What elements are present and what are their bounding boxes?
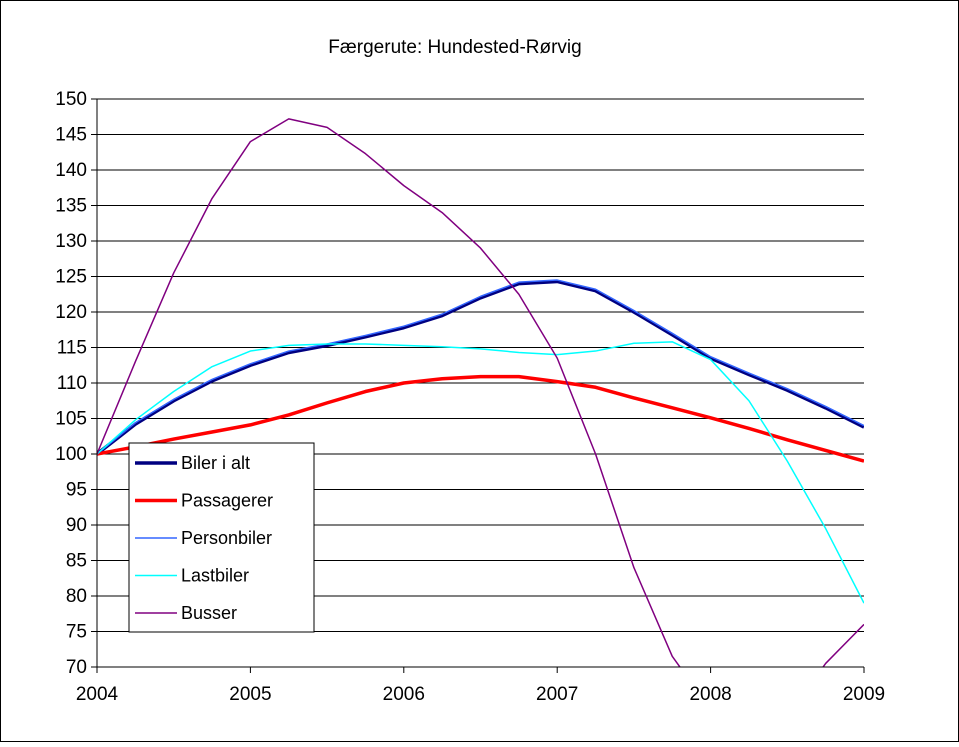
legend-label: Busser [181,603,237,623]
y-tick-label: 140 [55,160,87,181]
y-tick-label: 100 [55,444,87,465]
y-tick-label: 90 [66,515,87,536]
y-tick-label: 115 [57,338,87,359]
x-tick-label: 2005 [229,684,271,705]
legend-label: Personbiler [181,528,272,548]
y-tick-label: 70 [66,657,87,678]
y-tick-label: 130 [55,231,87,252]
y-tick-label: 120 [55,302,87,323]
plot [97,118,864,667]
series-line [97,279,864,456]
y-tick-label: 105 [55,409,87,430]
y-tick-label: 125 [55,267,87,288]
y-tick-label: 95 [66,480,87,501]
legend-label: Passagerer [181,490,273,510]
series-line [97,279,864,455]
x-tick-label: 2006 [383,684,425,705]
y-tick-label: 80 [66,586,87,607]
chart-title: Færgerute: Hundested-Rørvig [328,37,581,58]
y-tick-label: 75 [66,622,87,643]
x-tick-label: 2007 [536,684,578,705]
legend-label: Lastbiler [181,565,249,585]
series-line [97,341,864,604]
x-tick-label: 2009 [843,684,885,705]
y-tick-label: 85 [66,551,87,572]
x-tick-label: 2008 [689,684,731,705]
legend: Biler i alt Passagerer Personbiler Lastbile… [128,442,315,633]
series-line [97,118,864,667]
y-tick-label: 145 [55,125,87,146]
axes: 70 75 80 85 90 95 100 105 110 115 120 125 130 135 140 1… [55,89,885,705]
legend-label: Biler i alt [181,453,250,473]
series-line [97,374,864,463]
y-tick-label: 150 [55,89,87,110]
x-tick-label: 2004 [76,684,119,705]
y-tick-label: 110 [57,373,87,394]
y-tick-label: 135 [55,196,87,217]
